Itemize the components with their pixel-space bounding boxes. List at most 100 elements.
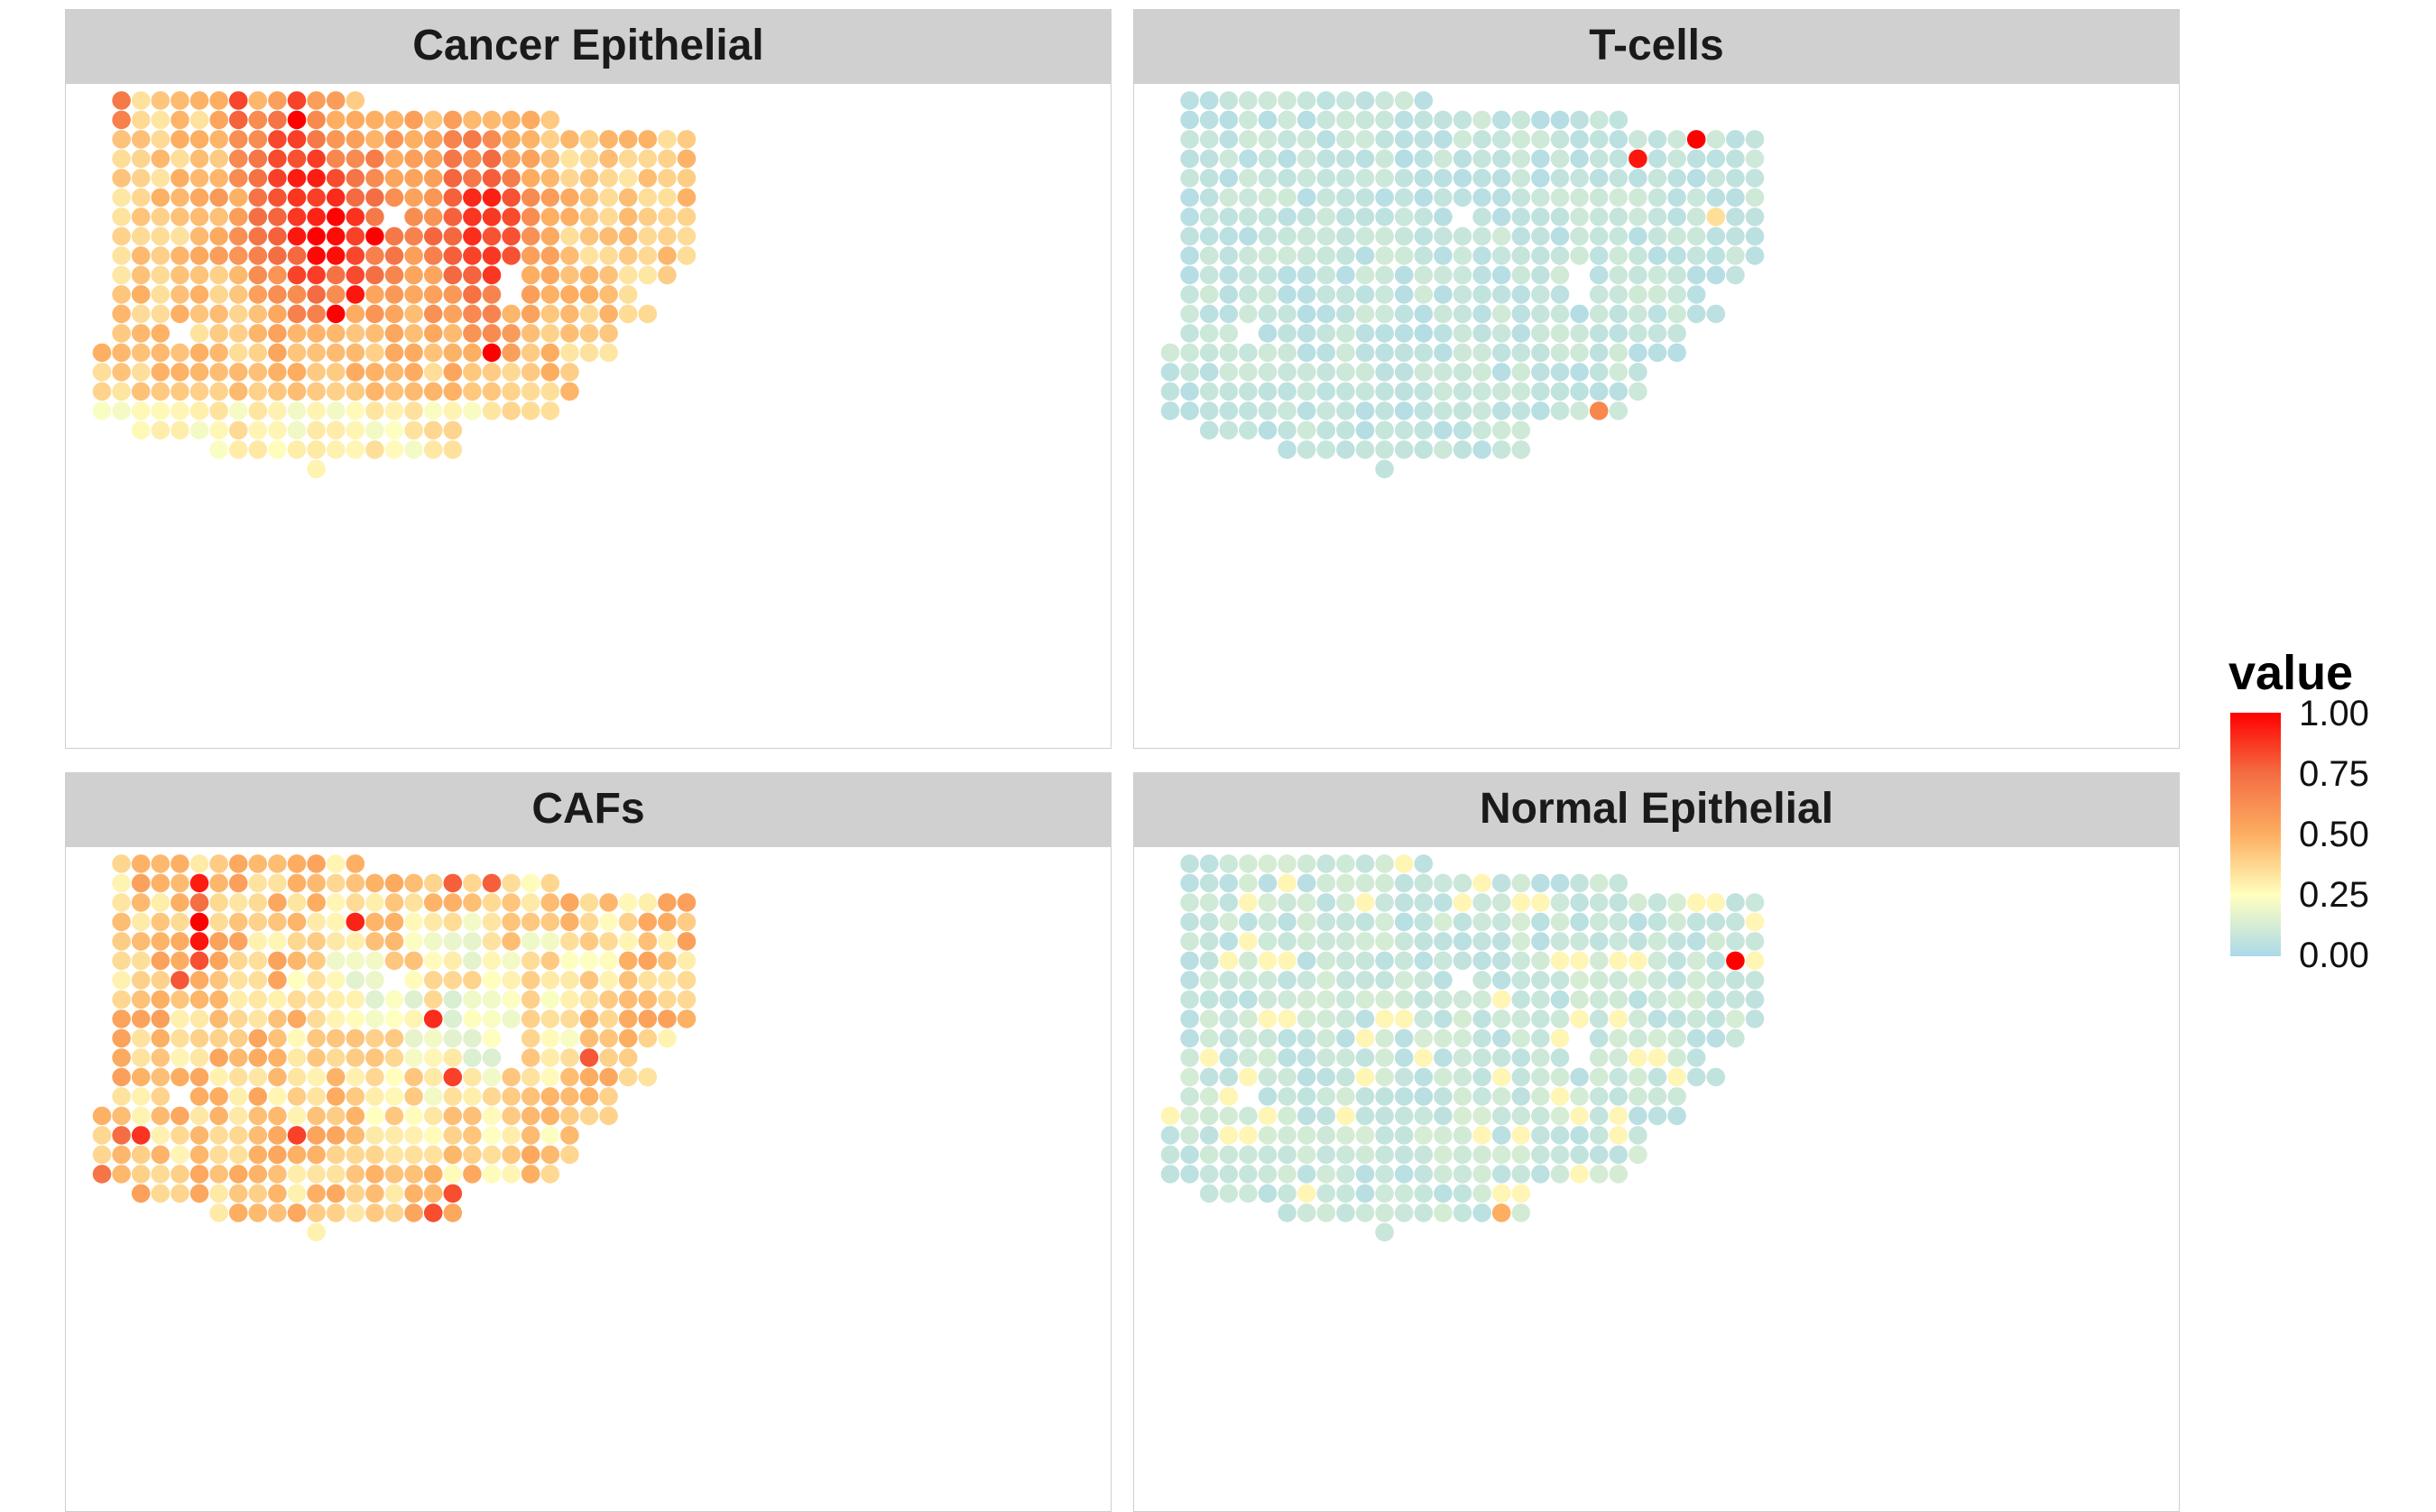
- spot: [384, 401, 404, 420]
- spot: [1316, 1067, 1336, 1087]
- spot: [540, 1106, 560, 1126]
- spot: [1726, 265, 1745, 285]
- spot: [1336, 932, 1355, 951]
- spot: [1199, 169, 1219, 188]
- spot: [1511, 265, 1531, 285]
- spot: [638, 226, 658, 246]
- spot: [1278, 265, 1296, 285]
- spot: [131, 1165, 151, 1184]
- spot: [1609, 873, 1629, 893]
- spot: [189, 854, 209, 873]
- spot: [482, 1106, 502, 1126]
- spot: [1199, 1106, 1219, 1126]
- spot: [1199, 265, 1219, 285]
- spot: [209, 1184, 228, 1203]
- spot: [1434, 246, 1453, 265]
- spot: [1491, 1203, 1511, 1222]
- plot-area: [1133, 846, 2180, 1512]
- spot: [1336, 343, 1355, 363]
- spot: [1219, 226, 1239, 246]
- spot: [384, 226, 404, 246]
- spot: [1706, 304, 1726, 324]
- spot: [1219, 893, 1239, 912]
- spot: [1434, 1203, 1453, 1222]
- spot: [112, 91, 131, 110]
- spot: [482, 130, 502, 149]
- spot: [1199, 1028, 1219, 1048]
- spot: [1278, 1087, 1296, 1106]
- spot: [1296, 1145, 1316, 1165]
- spot: [1686, 1067, 1706, 1087]
- spot: [1686, 246, 1706, 265]
- spot: [638, 130, 658, 149]
- spot: [1726, 951, 1745, 971]
- spot: [248, 1048, 268, 1067]
- spot: [1258, 265, 1278, 285]
- spot: [618, 990, 638, 1010]
- spot: [1199, 951, 1219, 971]
- spot: [423, 971, 443, 990]
- spot: [1278, 912, 1296, 932]
- spot: [248, 912, 268, 932]
- spot: [384, 285, 404, 304]
- spot: [131, 1010, 151, 1028]
- spot: [307, 873, 326, 893]
- spot: [618, 1028, 638, 1048]
- spot: [384, 1165, 404, 1184]
- spot: [287, 1087, 307, 1106]
- spot: [346, 401, 365, 420]
- spot: [1706, 1010, 1726, 1028]
- spot: [1239, 285, 1258, 304]
- spot: [189, 873, 209, 893]
- spot: [248, 1106, 268, 1126]
- spot: [326, 363, 346, 382]
- spot: [1219, 130, 1239, 149]
- spot: [1589, 169, 1609, 188]
- spot: [1180, 169, 1199, 188]
- spot: [618, 285, 638, 304]
- spot: [658, 971, 677, 990]
- spot: [228, 873, 248, 893]
- spot: [1570, 1106, 1589, 1126]
- spot: [1511, 1145, 1531, 1165]
- spot: [92, 401, 112, 420]
- spot: [482, 990, 502, 1010]
- spot: [1511, 971, 1531, 990]
- spot: [1336, 971, 1355, 990]
- spot: [463, 1067, 482, 1087]
- spot: [1355, 343, 1375, 363]
- spot: [1180, 188, 1199, 207]
- spot: [171, 990, 189, 1010]
- spot: [560, 951, 579, 971]
- spot: [326, 343, 346, 363]
- spot: [1239, 130, 1258, 149]
- spot: [1394, 1106, 1414, 1126]
- spot: [1472, 893, 1491, 912]
- spot: [131, 990, 151, 1010]
- spot: [443, 226, 463, 246]
- spot: [1472, 130, 1491, 149]
- spot: [1531, 246, 1550, 265]
- spot: [1375, 854, 1394, 873]
- spot: [1570, 1067, 1589, 1087]
- spot: [1355, 1067, 1375, 1087]
- spot: [131, 149, 151, 169]
- spot: [171, 1010, 189, 1028]
- spot: [579, 1067, 599, 1087]
- spot: [1434, 1028, 1453, 1048]
- spot: [1589, 1126, 1609, 1145]
- spot: [521, 304, 540, 324]
- spot: [521, 932, 540, 951]
- spot: [1336, 1087, 1355, 1106]
- spot: [638, 932, 658, 951]
- spot: [540, 873, 560, 893]
- spot: [1219, 1126, 1239, 1145]
- spot: [1453, 382, 1472, 401]
- spot: [1491, 990, 1511, 1010]
- spot: [326, 854, 346, 873]
- spot: [1629, 169, 1647, 188]
- spot: [268, 343, 287, 363]
- spot: [151, 1010, 171, 1028]
- spot: [1647, 130, 1667, 149]
- spot: [228, 363, 248, 382]
